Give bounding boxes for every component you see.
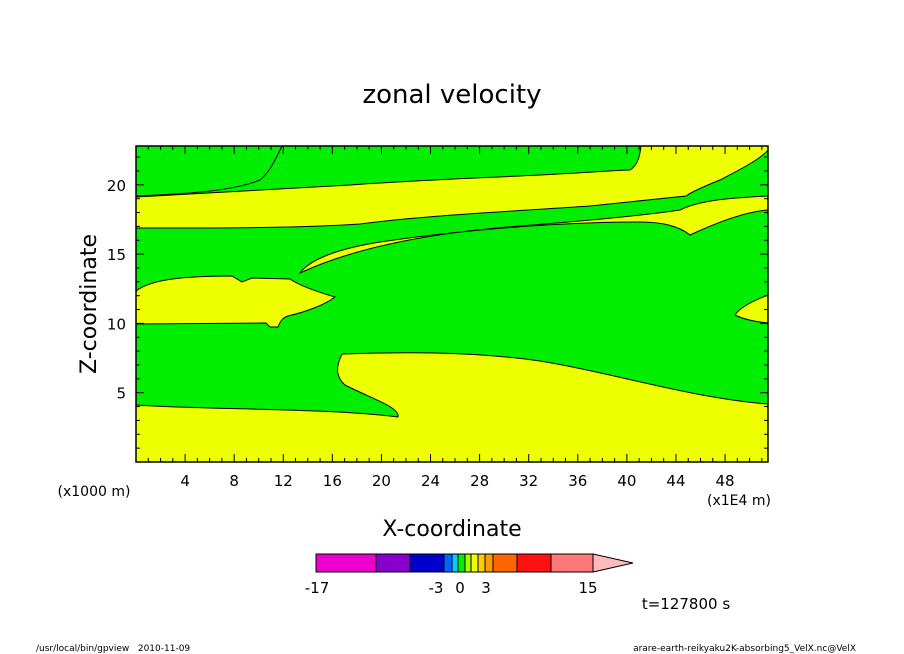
time-label: t=127800 s <box>642 595 730 613</box>
x-tick-label: 16 <box>323 472 342 490</box>
x-ticks: 4 8 12 16 20 24 28 32 36 40 44 48 <box>147 146 763 490</box>
x-unit-right: (x1E4 m) <box>707 493 771 509</box>
contour-band-bottom <box>135 352 769 463</box>
x-tick-label: 28 <box>470 472 489 490</box>
colorbar-segment <box>464 553 472 573</box>
footer-left: /usr/local/bin/gpview 2010-11-09 <box>36 644 190 654</box>
x-tick-label: 32 <box>519 472 538 490</box>
x-tick-label: 44 <box>666 472 685 490</box>
colorbar-label-pos3: 3 <box>481 579 491 597</box>
contour-band-low <box>135 275 337 328</box>
colorbar-segment <box>516 553 552 573</box>
y-axis-label: Z-coordinate <box>77 234 102 374</box>
colorbar-segment <box>477 553 486 573</box>
x-axis-label: X-coordinate <box>382 517 521 542</box>
contour-right-blob <box>734 294 769 324</box>
x-tick-label: 8 <box>229 472 239 490</box>
x-tick-label: 24 <box>421 472 440 490</box>
contour-top-left <box>135 145 283 197</box>
colorbar <box>315 553 634 573</box>
x-tick-label: 40 <box>617 472 636 490</box>
colorbar-segment <box>315 553 377 573</box>
footer-right: arare-earth-reikyaku2K-absorbing5_VelX.n… <box>633 644 856 654</box>
x-tick-label: 48 <box>716 472 735 490</box>
colorbar-label-min: -17 <box>305 579 330 597</box>
colorbar-extend-max <box>592 553 634 573</box>
y-tick-label: 5 <box>116 385 126 403</box>
colorbar-segment <box>492 553 518 573</box>
colorbar-segment <box>470 553 479 573</box>
x-tick-label: 20 <box>372 472 391 490</box>
colorbar-label-zero: 0 <box>455 579 465 597</box>
colorbar-label-max: 15 <box>578 579 597 597</box>
x-unit-left: (x1000 m) <box>58 484 131 500</box>
y-tick-label: 20 <box>107 177 126 195</box>
chart-title: zonal velocity <box>362 80 541 110</box>
plot-frame <box>135 145 769 463</box>
x-tick-label: 4 <box>180 472 190 490</box>
y-ticks: 5 10 15 20 <box>107 156 768 449</box>
colorbar-segment <box>550 553 594 573</box>
contour-band-upper <box>135 145 769 229</box>
colorbar-segment <box>457 553 466 573</box>
x-tick-label: 36 <box>568 472 587 490</box>
colorbar-segment <box>484 553 494 573</box>
colorbar-labels: -17 -3 0 3 15 <box>305 579 598 597</box>
colorbar-segment <box>409 553 445 573</box>
colorbar-segment <box>375 553 411 573</box>
y-tick-label: 10 <box>107 315 126 333</box>
colorbar-segment <box>443 553 453 573</box>
contour-band-mid <box>299 195 769 274</box>
colorbar-segment <box>451 553 459 573</box>
y-tick-label: 15 <box>107 246 126 264</box>
x-tick-label: 12 <box>274 472 293 490</box>
colorbar-label-neg3: -3 <box>429 579 444 597</box>
